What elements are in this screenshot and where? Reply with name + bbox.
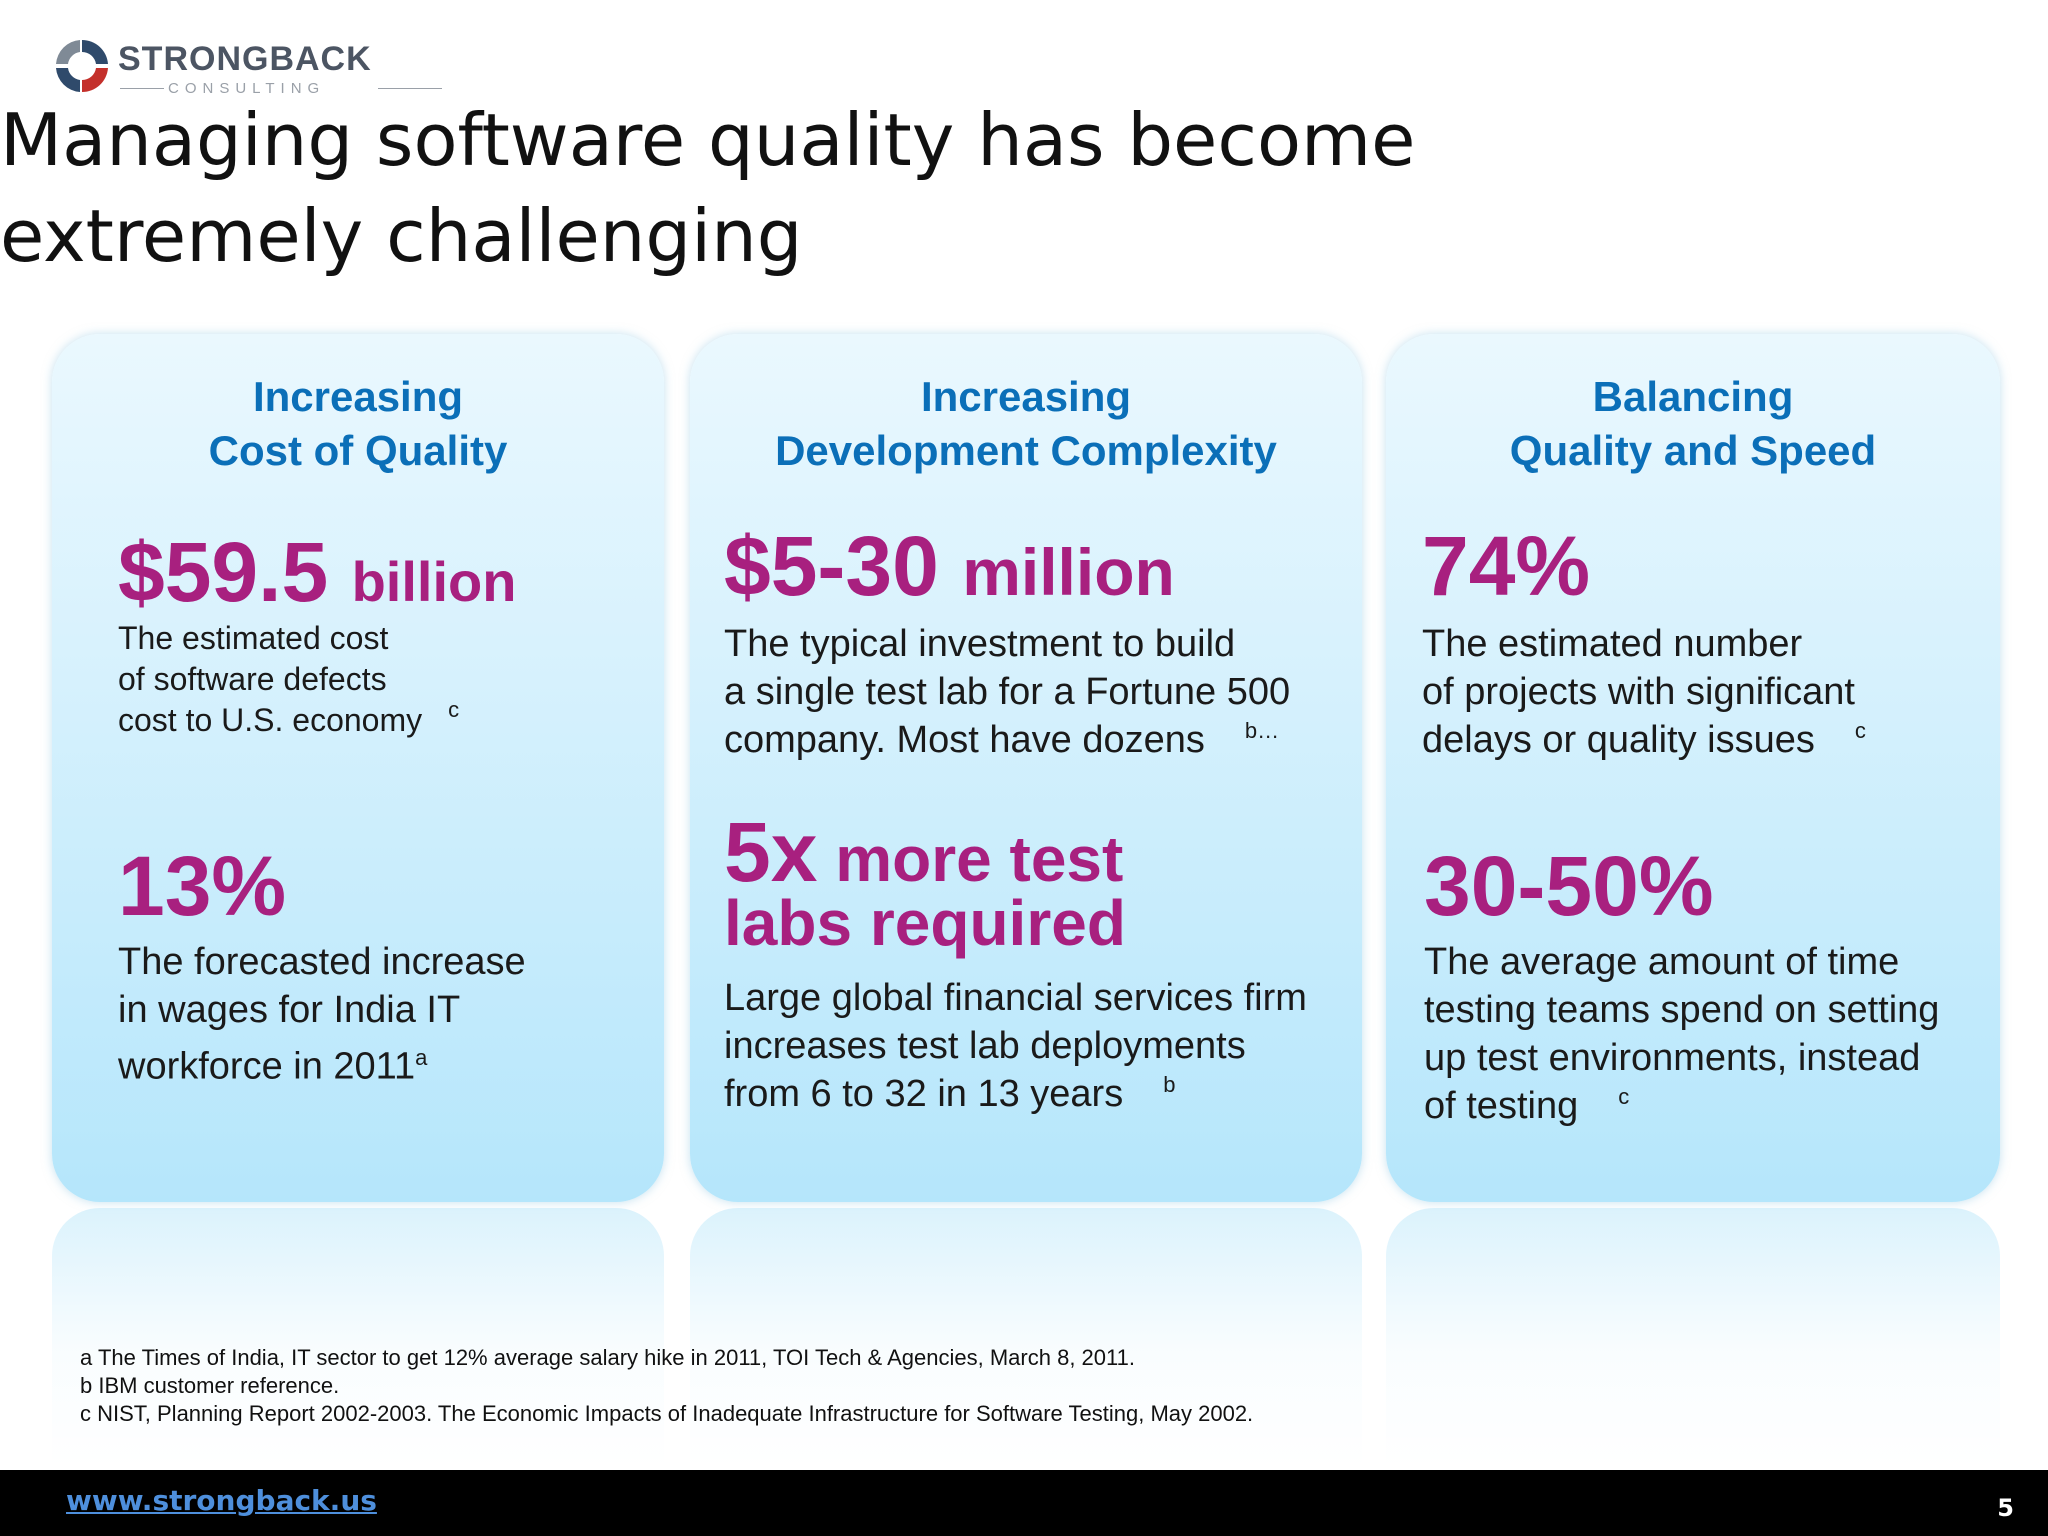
stat-unit: billion xyxy=(351,550,517,613)
description-line: The estimated number xyxy=(1422,623,1803,665)
description-line: delays or quality issues c xyxy=(1422,716,1866,769)
stat-value: 5x more test labs required xyxy=(724,810,1126,959)
footnote-ref: c xyxy=(1618,1084,1630,1109)
logo-divider xyxy=(120,88,164,89)
panel-heading: Increasing Development Complexity xyxy=(690,370,1362,478)
panel-cost-of-quality: Increasing Cost of Quality $59.5 billion… xyxy=(52,334,664,1202)
panel-heading-line: Quality and Speed xyxy=(1509,427,1877,474)
stat-number: $59.5 xyxy=(118,525,329,619)
description-text: from 6 to 32 in 13 years xyxy=(724,1073,1124,1115)
description-text: workforce in 2011 xyxy=(118,1045,416,1088)
panel-reflection xyxy=(1386,1208,2000,1468)
description-text: of testing xyxy=(1424,1085,1579,1127)
description-text: cost to U.S. economy xyxy=(118,702,423,738)
description-line: of testing c xyxy=(1424,1082,1939,1135)
description-line: workforce in 2011a xyxy=(118,1034,526,1091)
footnote: a The Times of India, IT sector to get 1… xyxy=(80,1345,1135,1370)
website-link[interactable]: www.strongback.us xyxy=(66,1484,377,1517)
description-line: The typical investment to build xyxy=(724,623,1236,665)
stat-description: The estimated number of projects with si… xyxy=(1422,620,1866,769)
panel-heading-line: Development Complexity xyxy=(775,427,1277,474)
stat-number: 13% xyxy=(118,839,287,933)
footnote: b IBM customer reference. xyxy=(80,1373,340,1398)
description-line: cost to U.S. economy c xyxy=(118,697,460,744)
stat-number: 30-50% xyxy=(1424,839,1714,933)
description-line: The forecasted increase xyxy=(118,941,526,983)
slide-title: Managing software quality has become ext… xyxy=(0,98,1416,278)
panel-heading-line: Cost of Quality xyxy=(208,427,508,474)
footnote-ref: c xyxy=(448,697,460,722)
footnotes: a The Times of India, IT sector to get 1… xyxy=(80,1344,1253,1428)
description-line: The estimated cost xyxy=(118,620,389,656)
description-line: testing teams spend on setting xyxy=(1424,989,1940,1031)
stat-line: labs required xyxy=(724,887,1126,959)
footnote-ref: b… xyxy=(1244,718,1280,743)
stat-description: The estimated cost of software defects c… xyxy=(118,618,459,744)
footer-bar xyxy=(0,1470,2048,1536)
stat-unit: million xyxy=(962,535,1175,609)
panel-heading-line: Balancing xyxy=(1592,373,1794,420)
stat-description: The average amount of time testing teams… xyxy=(1424,938,1939,1135)
footnote-ref: a xyxy=(415,1045,428,1070)
description-line: a single test lab for a Fortune 500 xyxy=(724,671,1291,713)
stat-line: 5x more test xyxy=(724,810,1126,894)
footnote-ref: b xyxy=(1163,1072,1176,1097)
description-line: up test environments, instead xyxy=(1424,1037,1921,1079)
stat-description: The forecasted increase in wages for Ind… xyxy=(118,938,526,1091)
logo-wordmark: STRONGBACK xyxy=(118,40,372,78)
panel-quality-and-speed: Balancing Quality and Speed 74% The esti… xyxy=(1386,334,2000,1202)
logo-tagline: CONSULTING xyxy=(168,80,326,97)
panel-development-complexity: Increasing Development Complexity $5-30 … xyxy=(690,334,1362,1202)
stat-text: more test xyxy=(835,823,1124,895)
panel-heading-line: Increasing xyxy=(920,373,1132,420)
description-line: in wages for India IT xyxy=(118,989,461,1031)
logo-swirl-icon xyxy=(56,39,108,93)
description-line: The average amount of time xyxy=(1424,941,1900,983)
stat-value: $59.5 billion xyxy=(118,530,516,624)
stat-number: 74% xyxy=(1422,519,1591,613)
company-logo: STRONGBACK CONSULTING xyxy=(50,34,442,104)
panel-heading: Balancing Quality and Speed xyxy=(1386,370,2000,478)
stat-number: 5x xyxy=(724,805,818,899)
panel-heading-line: Increasing xyxy=(252,373,464,420)
panel-reflection xyxy=(690,1208,1362,1468)
stat-value: $5-30 million xyxy=(724,524,1175,614)
description-text: delays or quality issues xyxy=(1422,719,1815,761)
logo-divider xyxy=(378,88,442,89)
footnote: c NIST, Planning Report 2002-2003. The E… xyxy=(80,1401,1254,1426)
panel-heading: Increasing Cost of Quality xyxy=(52,370,664,478)
description-text: company. Most have dozens xyxy=(724,719,1205,761)
description-line: increases test lab deployments xyxy=(724,1025,1246,1067)
footnote-ref: c xyxy=(1854,718,1866,743)
description-line: from 6 to 32 in 13 years b xyxy=(724,1070,1307,1123)
description-line: Large global financial services firm xyxy=(724,977,1307,1019)
panel-reflection xyxy=(52,1208,664,1468)
page-number: 5 xyxy=(1997,1494,2014,1522)
description-line: of projects with significant xyxy=(1422,671,1855,713)
description-line: of software defects xyxy=(118,661,387,697)
stat-description: Large global financial services firm inc… xyxy=(724,974,1307,1123)
description-line: company. Most have dozens b… xyxy=(724,716,1290,769)
stat-number: $5-30 xyxy=(724,519,939,613)
stat-description: The typical investment to build a single… xyxy=(724,620,1290,769)
